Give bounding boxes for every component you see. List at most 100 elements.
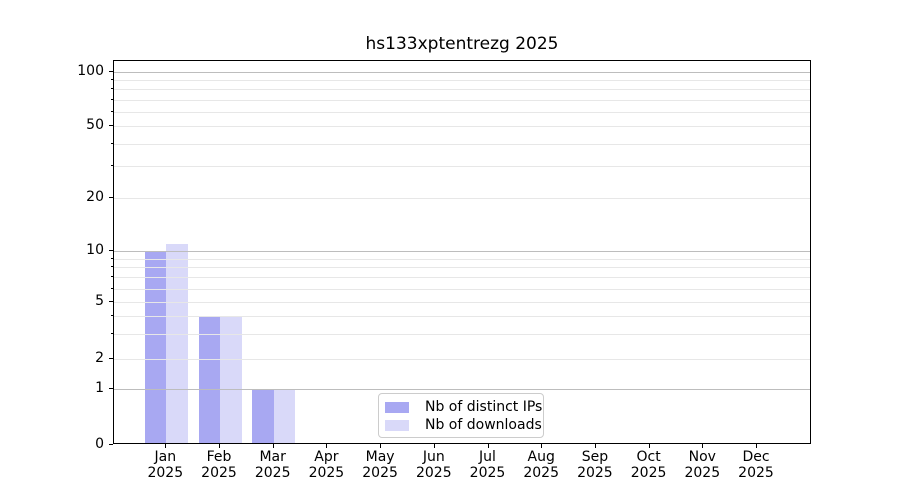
gridline-minor	[114, 111, 810, 113]
x-tick-label: Feb 2025	[191, 449, 247, 481]
y-minor-tick-mark	[110, 165, 113, 166]
x-tick-month: Feb	[206, 449, 232, 465]
legend: Nb of distinct IPs Nb of downloads	[378, 393, 544, 438]
y-minor-tick-mark	[110, 88, 113, 90]
y-tick-label: 5	[95, 293, 104, 309]
y-minor-tick-mark	[110, 142, 113, 144]
gridline-minor	[114, 126, 810, 127]
x-tick-mark	[380, 444, 382, 448]
x-tick-mark	[165, 444, 167, 448]
y-tick-mark	[109, 388, 113, 390]
gridline-minor	[114, 79, 810, 81]
bar-downloads	[166, 243, 188, 443]
x-tick-year: 2025	[362, 465, 398, 481]
x-tick-label: Sep 2025	[567, 449, 623, 481]
y-tick-label: 10	[86, 242, 104, 258]
x-tick-year: 2025	[147, 465, 184, 481]
x-tick-mark	[756, 444, 757, 448]
chart-title: hs133xptentrezg 2025	[365, 34, 559, 54]
y-tick-label: 100	[77, 62, 104, 79]
gridline-minor	[114, 334, 810, 335]
gridline-minor	[114, 258, 810, 260]
x-tick-month: Nov	[688, 449, 716, 465]
x-tick-mark	[487, 444, 489, 448]
gridline-major	[114, 251, 810, 252]
gridline-minor	[114, 166, 810, 167]
legend-label-distinct-ips: Nb of distinct IPs	[425, 399, 543, 415]
x-tick-month: Aug	[527, 449, 555, 465]
gridline-major	[114, 389, 810, 391]
gridline-minor	[114, 99, 810, 101]
x-tick-label: Aug 2025	[513, 449, 569, 481]
x-tick-mark	[702, 444, 704, 448]
bar-downloads	[273, 389, 296, 443]
x-tick-mark	[541, 444, 543, 448]
y-tick-mark	[109, 196, 113, 198]
x-tick-month: May	[365, 449, 395, 465]
x-tick-label: Jul 2025	[460, 449, 516, 481]
x-tick-year: 2025	[738, 465, 774, 481]
x-tick-year: 2025	[577, 465, 613, 481]
y-minor-tick-mark	[110, 287, 113, 289]
x-tick-label: Dec 2025	[728, 449, 784, 481]
y-tick-label: 50	[86, 117, 104, 133]
bar-distinct-ips	[144, 251, 167, 443]
y-tick-mark	[109, 250, 113, 251]
x-tick-year: 2025	[415, 465, 452, 481]
y-tick-mark	[109, 70, 113, 72]
gridline-minor	[114, 197, 810, 199]
gridline-minor	[114, 267, 810, 269]
x-tick-month: Apr	[314, 449, 339, 465]
gridline-minor	[114, 89, 810, 91]
legend-label-downloads: Nb of downloads	[425, 417, 542, 433]
y-minor-tick-mark	[110, 266, 113, 268]
x-tick-year: 2025	[201, 465, 237, 481]
x-tick-month: Jan	[154, 449, 177, 465]
x-tick-month: Dec	[742, 449, 770, 465]
x-tick-month: Jul	[479, 449, 496, 465]
y-tick-label: 1	[95, 380, 104, 397]
legend-swatch-downloads	[385, 419, 409, 431]
x-tick-year: 2025	[630, 465, 667, 481]
y-minor-tick-mark	[110, 333, 113, 334]
plot-area: Nb of distinct IPs Nb of downloads	[113, 60, 811, 444]
x-tick-mark	[219, 444, 220, 448]
gridline-major	[114, 71, 810, 73]
bar-distinct-ips	[252, 389, 274, 443]
legend-swatch-distinct-ips	[385, 401, 409, 413]
y-tick-mark	[109, 444, 113, 445]
gridline-minor	[114, 288, 810, 290]
x-tick-year: 2025	[523, 465, 559, 481]
y-minor-tick-mark	[110, 315, 113, 316]
x-tick-month: Mar	[259, 449, 286, 465]
y-minor-tick-mark	[110, 257, 113, 259]
x-tick-label: Mar 2025	[245, 449, 301, 481]
bar-downloads	[220, 316, 242, 443]
bar-distinct-ips	[198, 316, 220, 443]
y-minor-tick-mark	[110, 78, 113, 80]
x-tick-month: Sep	[581, 449, 609, 465]
gridline-minor	[114, 316, 810, 317]
x-tick-month: Oct	[636, 449, 661, 465]
x-tick-label: Apr 2025	[298, 449, 354, 481]
legend-row-downloads: Nb of downloads	[385, 416, 542, 434]
x-tick-mark	[648, 444, 650, 448]
legend-row-distinct-ips: Nb of distinct IPs	[385, 398, 542, 416]
x-tick-label: Oct 2025	[621, 449, 677, 481]
y-tick-label: 2	[95, 349, 104, 366]
y-tick-mark	[109, 357, 113, 359]
x-tick-year: 2025	[308, 465, 345, 481]
x-tick-mark	[594, 444, 596, 448]
x-tick-mark	[326, 444, 328, 448]
x-tick-mark	[433, 444, 435, 448]
x-tick-label: Jan 2025	[137, 449, 193, 481]
gridline-minor	[114, 277, 810, 279]
y-minor-tick-mark	[110, 110, 113, 112]
x-tick-label: Nov 2025	[674, 449, 730, 481]
y-minor-tick-mark	[110, 98, 113, 100]
y-tick-label: 0	[95, 436, 104, 452]
gridline-minor	[114, 358, 810, 360]
y-tick-label: 20	[86, 188, 104, 205]
y-minor-tick-mark	[110, 276, 113, 278]
